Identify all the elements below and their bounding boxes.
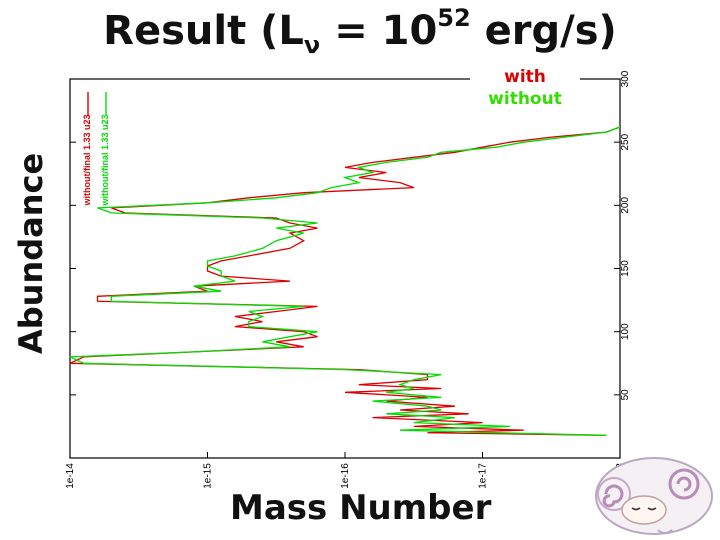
inner-legend: without/final 1.33 u23 without/final 1.33… <box>82 92 110 207</box>
mass-tick-label: 100 <box>620 323 631 340</box>
inner-legend-label: without/final 1.33 u23 <box>82 114 92 206</box>
plot-frame <box>69 78 621 459</box>
y-axis-label: Abundance <box>12 152 50 354</box>
mass-tick-label: 300 <box>620 70 631 87</box>
mass-tick-label: 50 <box>620 389 631 401</box>
abundance-tick-label: 1e-14 <box>65 463 76 489</box>
x-axis-label: Mass Number <box>230 488 492 528</box>
series-with <box>69 126 621 436</box>
legend-overlay: with without <box>470 66 580 110</box>
inner-legend-label: without/final 1.33 u23 <box>100 114 110 206</box>
title-equals: = 10 <box>320 8 438 54</box>
abundance-tick-label: 1e-17 <box>478 463 489 489</box>
abundance-tick-label: 1e-15 <box>203 463 214 489</box>
abundance-tick-label: 1e-16 <box>340 463 351 489</box>
slide-title: Result (Lν = 1052 erg/s) <box>0 4 720 59</box>
title-unit: erg/s) <box>470 8 617 54</box>
mass-tick-label: 250 <box>620 133 631 150</box>
series-lines <box>69 126 621 436</box>
series-without <box>69 126 621 436</box>
sheep-mascot-icon <box>595 457 713 535</box>
title-subscript: ν <box>303 31 321 59</box>
legend-without: without <box>488 89 562 109</box>
axis-ticks: 300250200150100501e-141e-151e-161e-171e-… <box>65 70 631 489</box>
title-main: Result (L <box>103 8 304 54</box>
legend-with: with <box>504 67 546 87</box>
title-exponent: 52 <box>437 4 471 32</box>
mass-tick-label: 200 <box>620 197 631 214</box>
mass-tick-label: 150 <box>620 260 631 277</box>
